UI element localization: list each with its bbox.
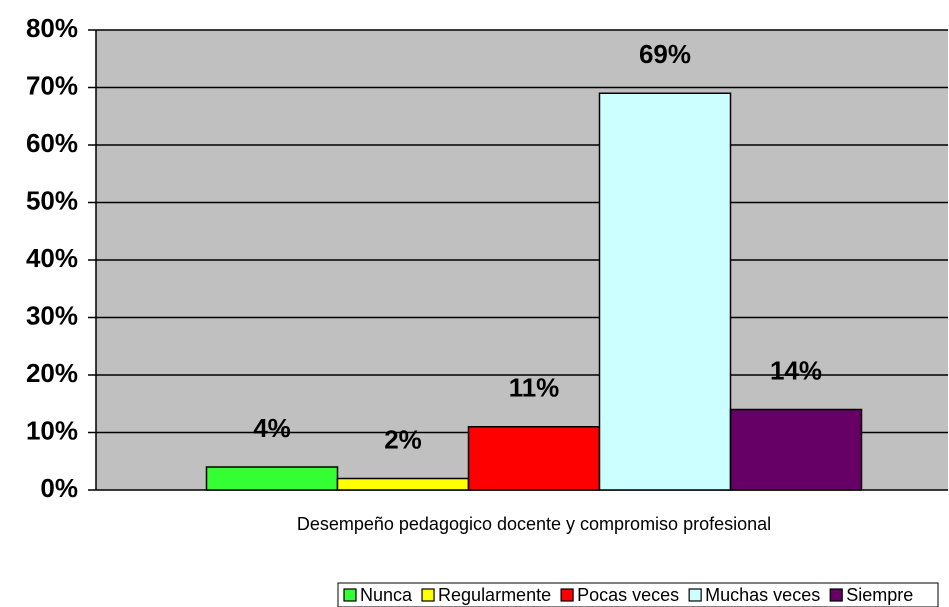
bar (598, 92, 732, 491)
legend-label: Nunca (360, 585, 413, 605)
y-tick-label: 40% (26, 243, 78, 273)
bar (729, 408, 863, 491)
legend-swatch (421, 588, 435, 602)
x-tick-label: Desempeño pedagogico docente y compromis… (297, 514, 771, 534)
data-label: 2% (384, 424, 422, 454)
legend-label: Pocas veces (577, 585, 679, 605)
legend-label: Regularmente (438, 585, 551, 605)
y-tick-label: 10% (26, 415, 78, 445)
y-tick-label: 70% (26, 70, 78, 100)
legend-swatch (343, 588, 357, 602)
legend-swatch (560, 588, 574, 602)
y-tick-label: 80% (26, 13, 78, 43)
bar (467, 426, 601, 491)
bar (205, 466, 339, 491)
legend-swatch (688, 588, 702, 602)
y-tick-label: 0% (40, 473, 78, 503)
data-label: 14% (770, 355, 822, 385)
data-label: 69% (639, 39, 691, 69)
y-tick-label: 30% (26, 300, 78, 330)
data-label: 4% (253, 413, 291, 443)
y-tick-label: 20% (26, 358, 78, 388)
y-tick-label: 60% (26, 128, 78, 158)
legend-swatch (829, 588, 843, 602)
y-tick-label: 50% (26, 185, 78, 215)
data-label: 11% (509, 373, 560, 403)
legend-label: Siempre (846, 585, 913, 605)
bar (336, 477, 470, 491)
legend-label: Muchas veces (705, 585, 820, 605)
